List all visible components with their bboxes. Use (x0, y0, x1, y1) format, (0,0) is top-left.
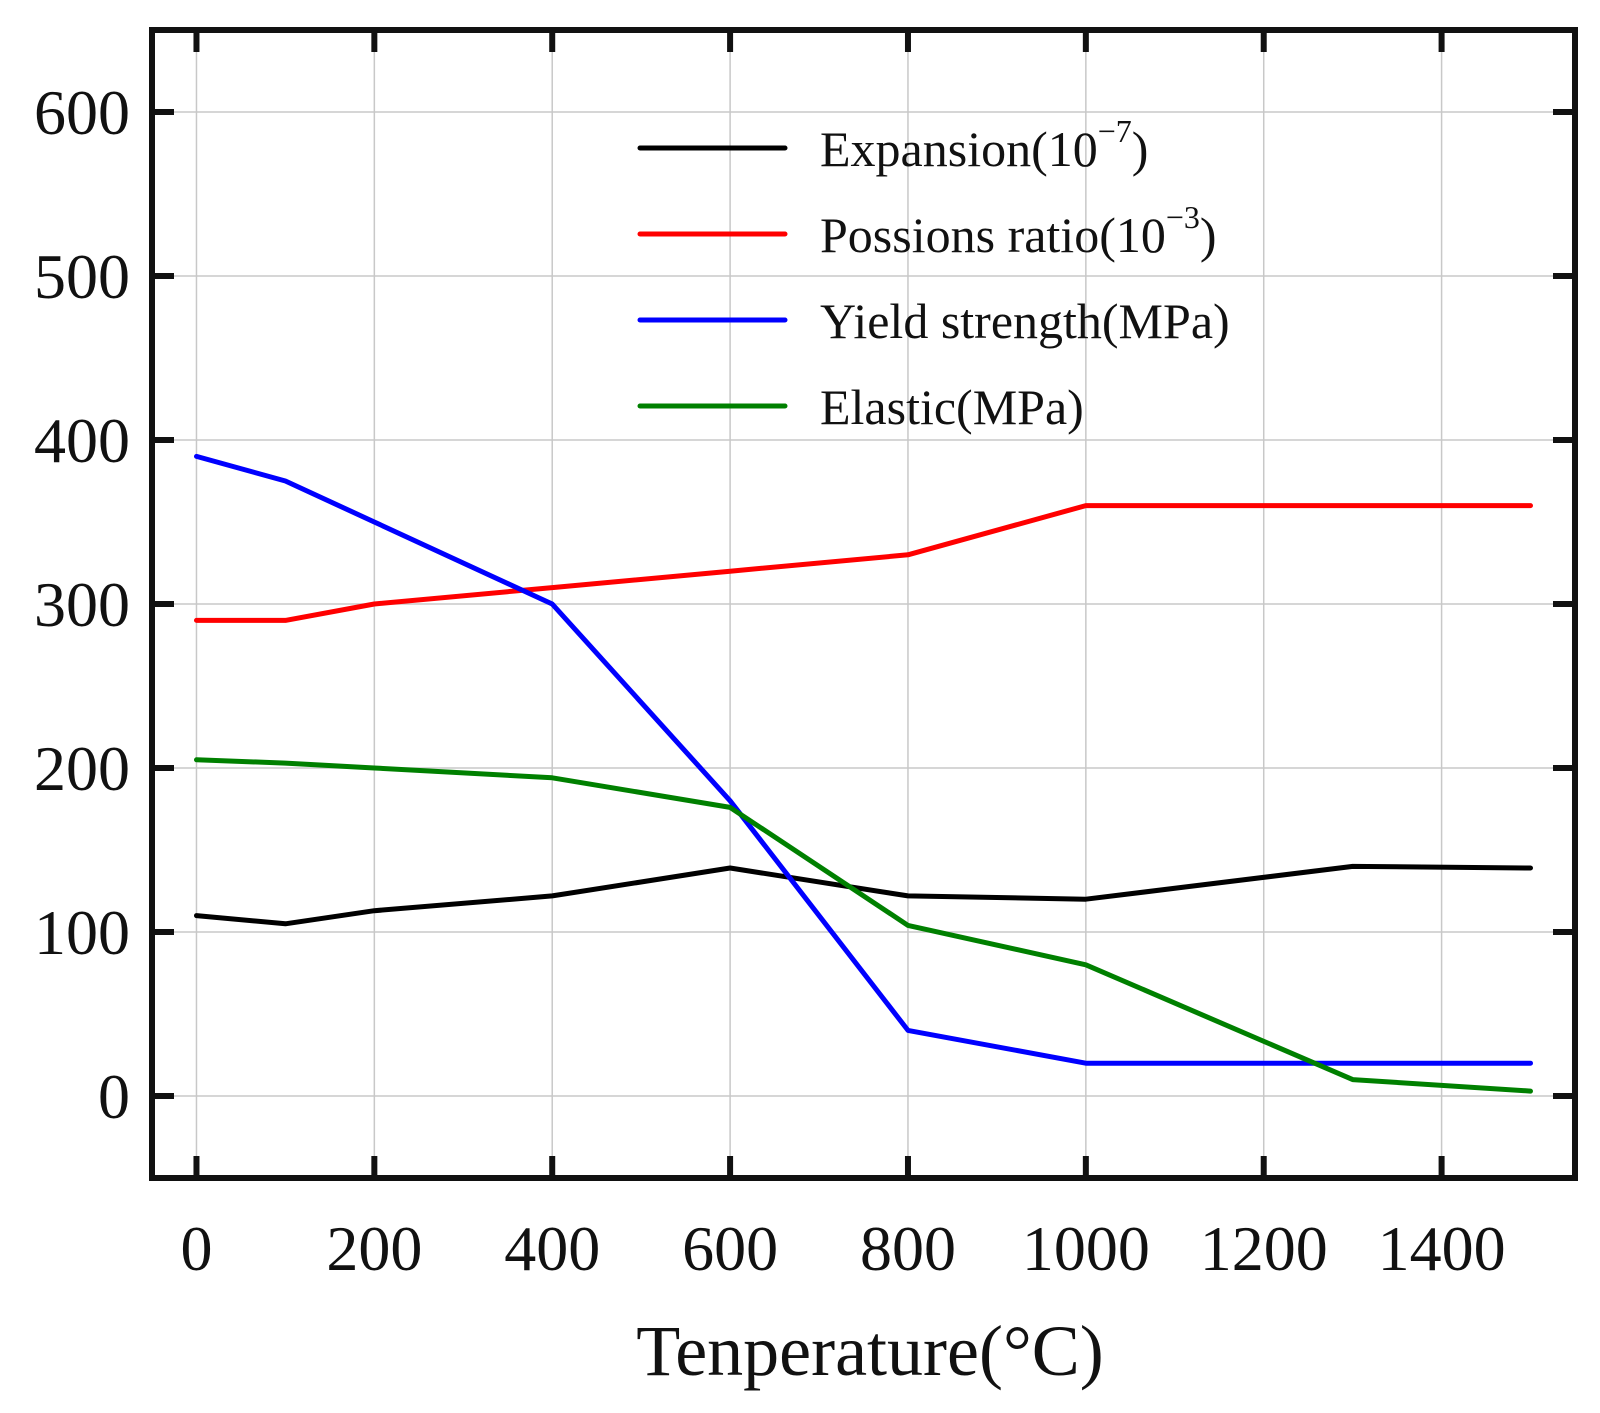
x-tick-label: 1200 (1200, 1213, 1328, 1284)
legend-label-expansion: Expansion(10−7) (820, 113, 1148, 177)
x-tick-label: 800 (860, 1213, 956, 1284)
legend-label-elastic: Elastic(MPa) (820, 379, 1084, 435)
y-tick-label: 600 (34, 77, 130, 148)
y-tick-label: 100 (34, 897, 130, 968)
x-tick-label: 600 (682, 1213, 778, 1284)
series-line-elastic (194, 757, 1533, 1094)
legend-label-possions-ratio: Possions ratio(10−3) (820, 199, 1217, 263)
series-line-possions-ratio (194, 503, 1533, 623)
y-tick-labels: 0 100 200 300 400 500 600 (34, 77, 130, 1132)
legend-label-yield-strength: Yield strength(MPa) (820, 293, 1230, 349)
y-tick-label: 500 (34, 241, 130, 312)
axis-ticks (152, 30, 1575, 1178)
y-tick-label: 300 (34, 569, 130, 640)
x-tick-label: 1000 (1022, 1213, 1150, 1284)
x-axis-title: Tenperature(°C) (636, 1311, 1104, 1391)
legend-label-end: ) (1200, 207, 1217, 263)
x-tick-label: 0 (180, 1213, 212, 1284)
y-tick-label: 200 (34, 733, 130, 804)
y-tick-label: 0 (98, 1061, 130, 1132)
x-tick-label: 400 (504, 1213, 600, 1284)
series-lines (194, 453, 1533, 1094)
y-tick-label: 400 (34, 405, 130, 476)
legend-label-superscript: −7 (1098, 113, 1132, 149)
legend-label-main: Yield strength(MPa) (820, 293, 1230, 349)
series-line-yield-strength (194, 453, 1533, 1066)
legend-label-end: ) (1132, 121, 1149, 177)
legend-label-main: Expansion(10 (820, 121, 1098, 177)
legend-label-superscript: −3 (1166, 199, 1200, 235)
x-tick-labels: 0 200 400 600 800 1000 1200 1400 (180, 1213, 1505, 1284)
legend-label-main: Elastic(MPa) (820, 379, 1084, 435)
series-line-expansion (194, 863, 1533, 927)
x-tick-label: 1400 (1378, 1213, 1506, 1284)
legend-label-main: Possions ratio(10 (820, 207, 1166, 263)
legend: Expansion(10−7)Possions ratio(10−3)Yield… (637, 113, 1230, 435)
x-tick-label: 200 (326, 1213, 422, 1284)
